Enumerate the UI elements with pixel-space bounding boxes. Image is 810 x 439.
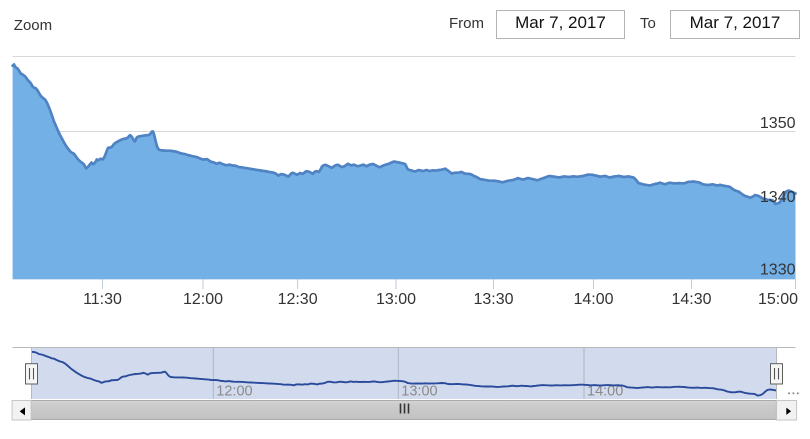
svg-text:1350: 1350 (760, 115, 796, 132)
svg-text:Mar 7, 2017: Mar 7, 2017 (515, 13, 606, 32)
svg-text:13:30: 13:30 (473, 291, 513, 308)
svg-text:From: From (449, 15, 484, 32)
svg-text:1330: 1330 (760, 262, 796, 279)
svg-text:1340: 1340 (760, 189, 796, 206)
svg-text:14:30: 14:30 (671, 291, 711, 308)
svg-text:14:00: 14:00 (587, 384, 623, 400)
svg-text:12:00: 12:00 (216, 384, 252, 400)
svg-text:12:30: 12:30 (278, 291, 318, 308)
svg-text:Mar 7, 2017: Mar 7, 2017 (690, 13, 781, 32)
svg-text:13:00: 13:00 (376, 291, 416, 308)
svg-text:15:00: 15:00 (758, 291, 798, 308)
svg-text:Zoom: Zoom (14, 17, 52, 34)
svg-text:13:00: 13:00 (401, 384, 437, 400)
svg-text:12:00: 12:00 (183, 291, 223, 308)
svg-text:To: To (640, 15, 656, 32)
svg-text:11:30: 11:30 (83, 291, 122, 308)
svg-text:14:00: 14:00 (573, 291, 613, 308)
